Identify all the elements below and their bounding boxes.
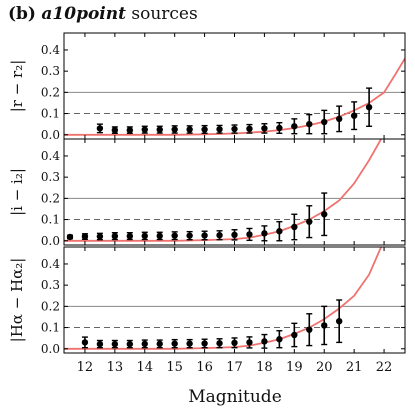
data-point	[291, 123, 298, 130]
data-point	[126, 340, 134, 348]
data-point	[335, 115, 343, 123]
y-tick-label: 0.3	[41, 278, 60, 292]
data-point	[126, 126, 134, 134]
title-italic-part: a10point	[41, 4, 126, 24]
data-point	[141, 232, 148, 240]
model-curve	[64, 139, 382, 242]
y-tick-label: 0.3	[41, 170, 60, 184]
data-point	[216, 340, 223, 347]
x-tick-label: 12	[77, 360, 94, 375]
y-tick-label: 0.2	[41, 191, 60, 205]
data-point	[350, 112, 358, 119]
data-point	[111, 232, 119, 240]
data-point	[276, 336, 283, 343]
data-point	[321, 118, 328, 126]
data-point	[261, 338, 268, 345]
data-point	[171, 340, 178, 347]
data-point	[306, 120, 313, 128]
data-point	[156, 340, 163, 348]
y-tick-label: 0.1	[41, 107, 60, 121]
title-prefix: (b)	[8, 4, 36, 24]
data-point	[231, 125, 238, 133]
y-tick-label: 0.2	[41, 299, 60, 313]
x-tick-label: 18	[256, 360, 273, 375]
model-curve	[64, 247, 382, 350]
y-axis-label: |i − i₂|	[8, 168, 26, 216]
y-tick-label: 0.0	[41, 128, 60, 142]
data-point	[186, 340, 193, 347]
panel-halpha: 0.0 0.1 0.2 0.3 0.4 |Hα − Hα₂| 12 13 14 15 16 17 18 1…	[8, 246, 406, 375]
data-point	[141, 126, 148, 133]
data-point	[81, 339, 89, 346]
data-point	[216, 232, 223, 239]
title-suffix: sources	[131, 4, 198, 24]
panel-frame	[63, 246, 406, 354]
data-point	[96, 340, 104, 348]
data-point	[156, 126, 163, 133]
x-axis-label: Magnitude	[188, 387, 282, 407]
data-point	[231, 339, 238, 347]
data-point	[261, 230, 268, 237]
data-point	[96, 233, 104, 240]
data-point	[246, 125, 253, 133]
x-tick-label: 15	[166, 360, 183, 375]
y-tick-label: 0.4	[41, 149, 60, 163]
data-point	[306, 326, 313, 333]
y-tick-label: 0.1	[41, 213, 60, 227]
data-point	[335, 318, 343, 325]
data-point	[201, 340, 208, 347]
x-tick-label: 14	[136, 360, 153, 375]
x-tick-label: 19	[286, 360, 303, 375]
data-point	[186, 232, 193, 239]
data-point	[291, 223, 298, 231]
data-point	[96, 125, 104, 132]
y-axis-label: |r − r₂|	[8, 60, 26, 113]
data-point	[306, 218, 313, 225]
data-point	[201, 232, 208, 239]
x-tick-label: 16	[196, 360, 213, 375]
data-point	[111, 340, 119, 348]
data-point	[81, 233, 89, 240]
data-point	[126, 232, 134, 240]
data-point	[171, 126, 178, 133]
y-axis-label: |Hα − Hα₂|	[8, 258, 26, 343]
panel-i: 0.0 0.1 0.2 0.3 0.4 |i − i₂|	[8, 138, 406, 248]
data-point	[171, 232, 178, 239]
panels: 0.0 0.1 0.2 0.3 0.4 |r − r₂| 0.0 0.1 0.2 0.3 0.4 |i…	[8, 32, 406, 375]
y-tick-label: 0.3	[41, 64, 60, 78]
data-point	[321, 322, 328, 329]
data-point	[66, 233, 74, 241]
y-tick-label: 0.0	[41, 342, 60, 356]
data-point	[216, 126, 223, 133]
y-tick-label: 0.1	[41, 321, 60, 335]
data-point	[186, 126, 193, 133]
data-point	[231, 231, 238, 239]
y-tick-label: 0.4	[41, 257, 60, 271]
data-point	[276, 228, 283, 235]
y-tick-label: 0.2	[41, 85, 60, 99]
data-point	[201, 126, 208, 133]
figure-title: (b) a10point sources	[8, 4, 198, 24]
data-point	[141, 340, 148, 348]
data-point	[365, 104, 373, 111]
data-point	[246, 231, 253, 238]
data-point	[321, 211, 328, 218]
data-point	[276, 124, 283, 132]
panel-r: 0.0 0.1 0.2 0.3 0.4 |r − r₂|	[8, 32, 406, 142]
y-tick-label: 0.0	[41, 234, 60, 248]
x-tick-label: 22	[376, 360, 393, 375]
y-tick-label: 0.4	[41, 43, 60, 57]
data-point	[246, 339, 253, 346]
data-point	[156, 232, 163, 240]
x-tick-label: 13	[107, 360, 124, 375]
x-tick-label: 21	[346, 360, 363, 375]
x-tick-label: 17	[226, 360, 243, 375]
x-tick-label: 20	[316, 360, 333, 375]
data-point	[291, 331, 298, 339]
data-point	[111, 126, 119, 134]
data-point	[261, 125, 268, 132]
